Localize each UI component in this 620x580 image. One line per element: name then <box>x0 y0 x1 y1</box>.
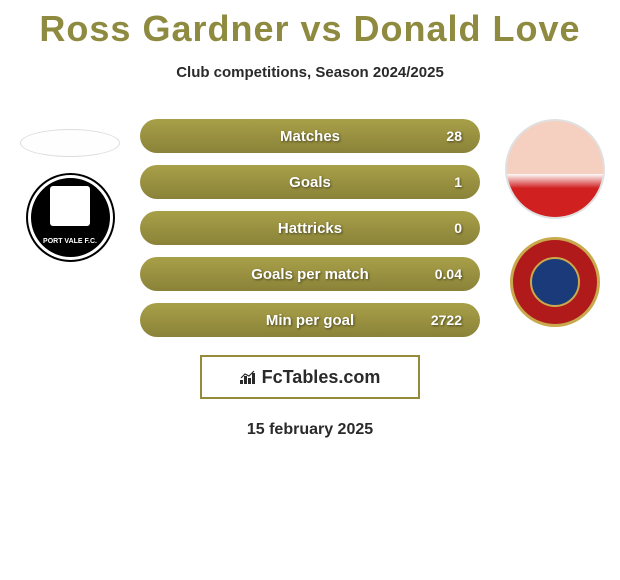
stat-row-goals-per-match: Goals per match 0.04 <box>140 257 480 291</box>
club-badge-right <box>510 237 600 327</box>
stat-row-matches: Matches 28 <box>140 119 480 153</box>
badge-right-inner-icon <box>530 257 580 307</box>
stat-right-value: 28 <box>432 128 462 144</box>
club-badge-left: PORT VALE F.C. <box>28 175 113 260</box>
stat-label: Goals per match <box>251 266 369 283</box>
player-avatar-right <box>505 119 605 219</box>
stat-right-value: 0 <box>432 220 462 236</box>
subtitle: Club competitions, Season 2024/2025 <box>0 64 620 81</box>
branding-box[interactable]: FcTables.com <box>200 355 420 399</box>
right-player-column <box>500 119 610 327</box>
branding-text: FcTables.com <box>262 367 381 388</box>
stats-list: Matches 28 Goals 1 Hattricks 0 Goals per… <box>140 119 480 337</box>
comparison-area: PORT VALE F.C. Matches 28 Goals 1 Hattri… <box>0 119 620 337</box>
stat-label: Goals <box>289 174 331 191</box>
player-avatar-left <box>20 129 120 157</box>
left-player-column: PORT VALE F.C. <box>10 119 130 260</box>
stat-right-value: 1 <box>432 174 462 190</box>
stat-label: Hattricks <box>278 220 342 237</box>
stat-right-value: 0.04 <box>432 266 462 282</box>
stat-row-min-per-goal: Min per goal 2722 <box>140 303 480 337</box>
date-text: 15 february 2025 <box>0 421 620 439</box>
stat-right-value: 2722 <box>431 312 462 328</box>
chart-icon <box>240 370 258 384</box>
stat-row-goals: Goals 1 <box>140 165 480 199</box>
stat-label: Matches <box>280 128 340 145</box>
badge-left-label: PORT VALE F.C. <box>43 238 97 245</box>
stat-label: Min per goal <box>266 312 354 329</box>
stat-row-hattricks: Hattricks 0 <box>140 211 480 245</box>
page-title: Ross Gardner vs Donald Love <box>0 0 620 50</box>
